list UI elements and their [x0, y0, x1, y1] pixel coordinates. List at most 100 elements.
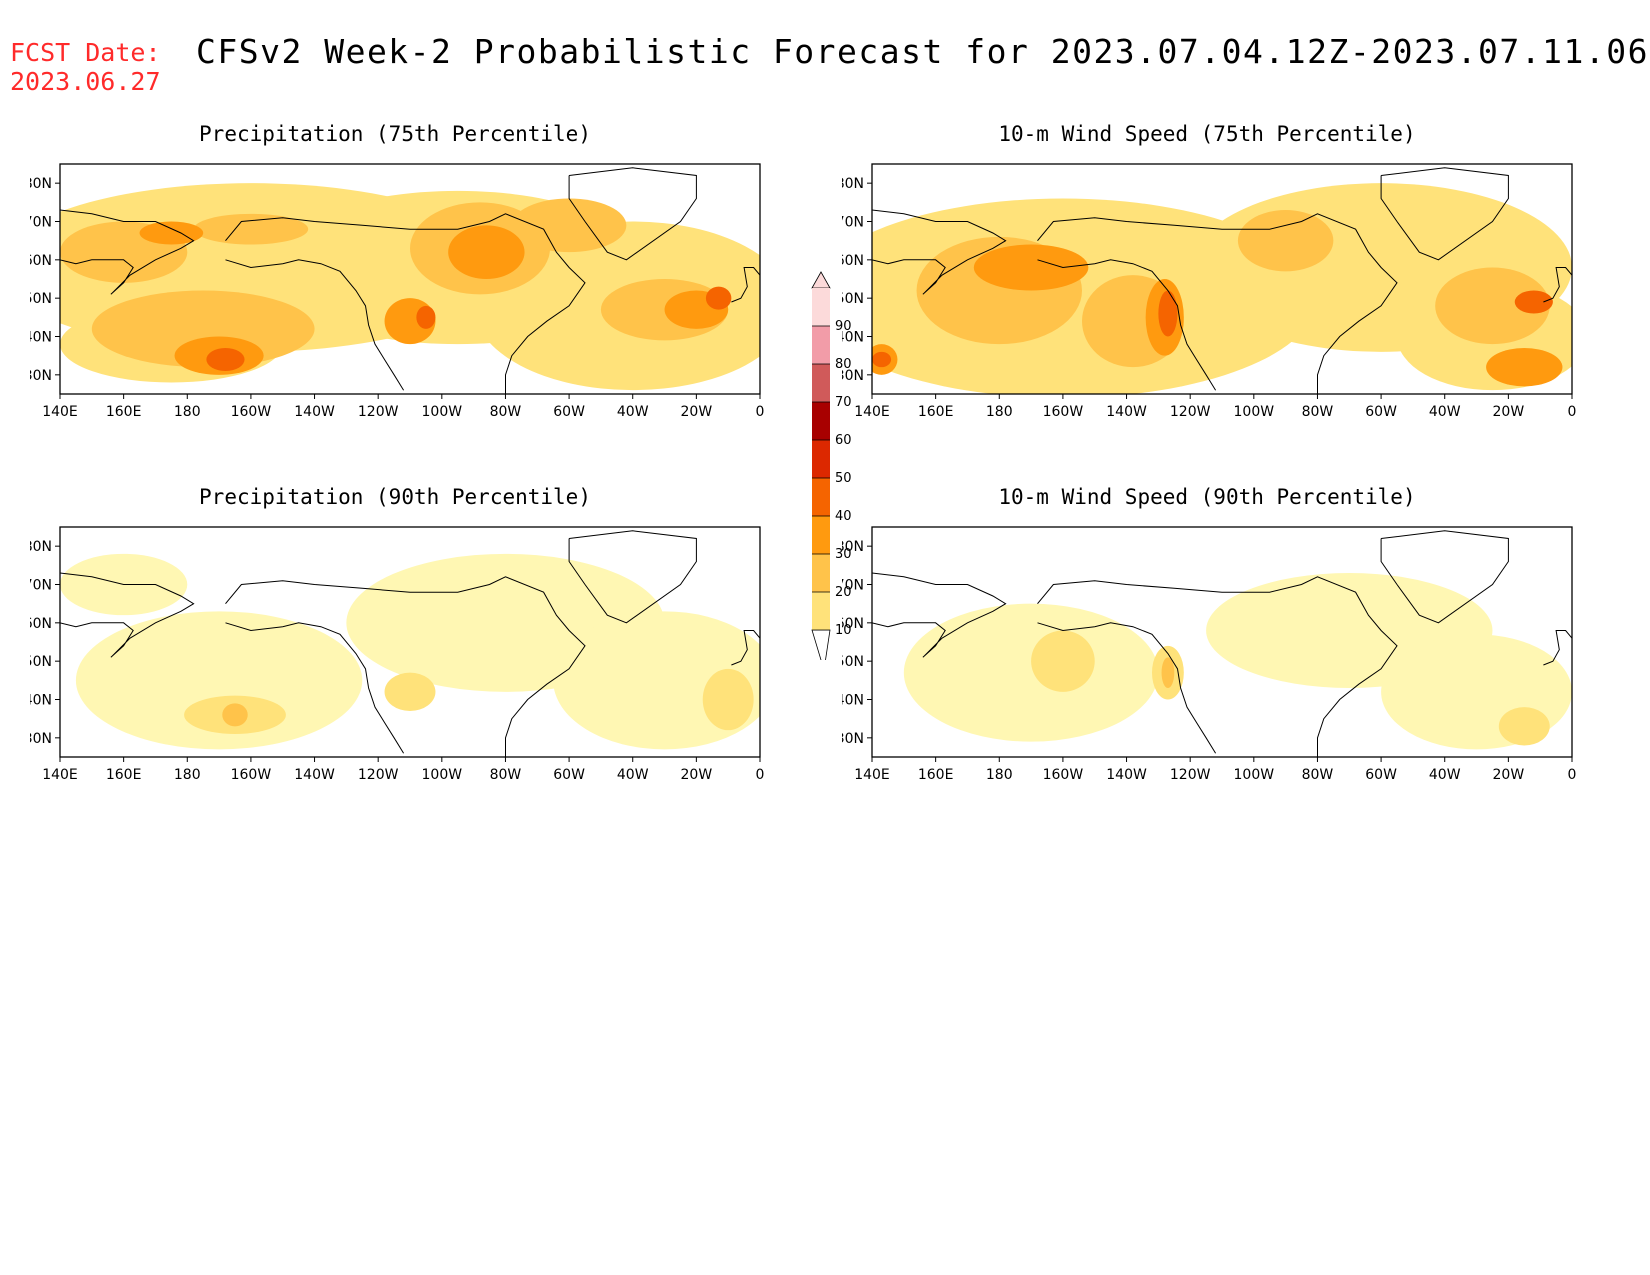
coastline-segment: [1380, 167, 1509, 261]
colorbar: 10 20 30 40 50 60 70 80 90: [811, 271, 852, 660]
probability-contour: [1514, 290, 1553, 314]
colorbar-upper-wedge: [811, 271, 831, 289]
lon-tick-label: 60W: [553, 767, 585, 783]
lon-tick-label: 140W: [294, 404, 335, 420]
coastline-segment: [60, 209, 195, 295]
lon-tick-label: 60W: [553, 404, 585, 420]
forecast-date-label: FCST Date:: [10, 38, 161, 67]
lat-tick-label: 40N: [842, 330, 864, 346]
colorbar-label: 20: [835, 585, 852, 600]
lon-tick-label: 160E: [106, 767, 142, 783]
lat-tick-label: 80N: [842, 539, 864, 555]
probability-contour: [705, 286, 732, 310]
lat-tick-label: 60N: [30, 253, 52, 269]
coastline-segment: [60, 572, 195, 658]
probability-contour: [1237, 210, 1334, 272]
lat-tick-label: 80N: [30, 176, 52, 192]
lon-tick-label: 140E: [42, 404, 78, 420]
lon-tick-label: 0: [756, 404, 765, 420]
colorbar-segment: [812, 554, 830, 592]
lat-tick-label: 40N: [30, 330, 52, 346]
lon-tick-label: 140E: [854, 404, 890, 420]
coastline-segment: [225, 576, 586, 757]
probability-contour: [206, 348, 245, 371]
map-frame: [871, 163, 1573, 395]
coastline-segment: [872, 572, 1007, 658]
coastline-segment: [568, 167, 697, 261]
lon-tick-label: 140W: [294, 767, 335, 783]
lon-tick-label: 180: [986, 767, 1013, 783]
lon-tick-label: 80W: [1302, 404, 1334, 420]
lon-tick-label: 120W: [358, 404, 399, 420]
map-frame: [871, 526, 1573, 758]
lat-tick-label: 50N: [842, 291, 864, 307]
coastline-segment: [225, 622, 405, 754]
lon-tick-label: 40W: [617, 404, 649, 420]
panel-title: 10-m Wind Speed (75th Percentile): [998, 122, 1416, 146]
page-title: CFSv2 Week-2 Probabilistic Forecast for …: [196, 32, 1650, 71]
map-plot: 80N 70N 60N 50N 40N 30N 140E 160E 180 160W 140W 120…: [30, 163, 765, 420]
coastline-segment: [731, 630, 760, 666]
coastline-segment: [1543, 267, 1572, 303]
probability-contour: [139, 221, 204, 245]
coastline-segment: [731, 267, 760, 303]
lon-tick-label: 160W: [231, 404, 272, 420]
lon-tick-label: 20W: [681, 404, 713, 420]
colorbar-segment: [812, 288, 830, 326]
lon-tick-label: 160E: [918, 767, 954, 783]
probability-contour: [1031, 630, 1095, 692]
colorbar-label: 50: [835, 471, 852, 486]
map-frame: [59, 526, 761, 758]
forecast-date-block: FCST Date: 2023.06.27: [10, 38, 161, 96]
lon-tick-label: 160W: [231, 767, 272, 783]
lat-tick-label: 80N: [30, 539, 52, 555]
colorbar-segment: [812, 364, 830, 402]
colorbar-label: 90: [835, 319, 852, 334]
probability-field: [903, 573, 1572, 750]
lon-tick-label: 140W: [1106, 767, 1147, 783]
colorbar-label: 40: [835, 509, 852, 524]
lon-tick-label: 20W: [681, 767, 713, 783]
lon-tick-label: 180: [986, 404, 1013, 420]
lat-tick-label: 80N: [842, 176, 864, 192]
lat-tick-label: 40N: [842, 693, 864, 709]
lon-tick-label: 160W: [1043, 767, 1084, 783]
lon-tick-label: 140E: [42, 767, 78, 783]
probability-contour: [1435, 267, 1550, 345]
probability-contour: [384, 672, 436, 711]
probability-contour: [193, 213, 309, 245]
lon-tick-label: 40W: [617, 767, 649, 783]
lat-tick-label: 60N: [30, 616, 52, 632]
lon-tick-label: 20W: [1493, 404, 1525, 420]
panel-title: 10-m Wind Speed (90th Percentile): [998, 485, 1416, 509]
lon-tick-label: 120W: [1170, 767, 1211, 783]
lon-tick-label: 80W: [1302, 767, 1334, 783]
lat-tick-label: 30N: [30, 731, 52, 747]
coastline-segment: [1037, 259, 1217, 391]
coastline-segment: [872, 209, 1007, 295]
lat-tick-label: 30N: [842, 731, 864, 747]
lon-tick-label: 180: [174, 404, 201, 420]
probability-contour: [416, 305, 436, 329]
probability-contour: [1486, 348, 1563, 387]
probability-contour: [75, 611, 363, 750]
probability-contour: [872, 351, 892, 368]
lon-tick-label: 0: [756, 767, 765, 783]
coastline-segment: [225, 259, 405, 391]
colorbar-segment: [812, 592, 830, 630]
lon-tick-label: 0: [1568, 404, 1577, 420]
lon-tick-label: 120W: [358, 767, 399, 783]
colorbar-label: 60: [835, 433, 852, 448]
colorbar-segment: [812, 326, 830, 364]
coastline-segment: [1037, 622, 1217, 754]
lon-tick-label: 140W: [1106, 404, 1147, 420]
lon-tick-label: 60W: [1365, 404, 1397, 420]
lat-tick-label: 60N: [842, 616, 864, 632]
probability-contour: [1158, 290, 1178, 337]
colorbar-label: 10: [835, 623, 852, 638]
probability-contour: [222, 703, 248, 727]
lon-tick-label: 80W: [490, 404, 522, 420]
map-plot: 80N 70N 60N 50N 40N 30N 140E 160E 180 160W 140W 120…: [842, 526, 1576, 783]
lat-tick-label: 50N: [30, 291, 52, 307]
lat-tick-label: 50N: [842, 654, 864, 670]
